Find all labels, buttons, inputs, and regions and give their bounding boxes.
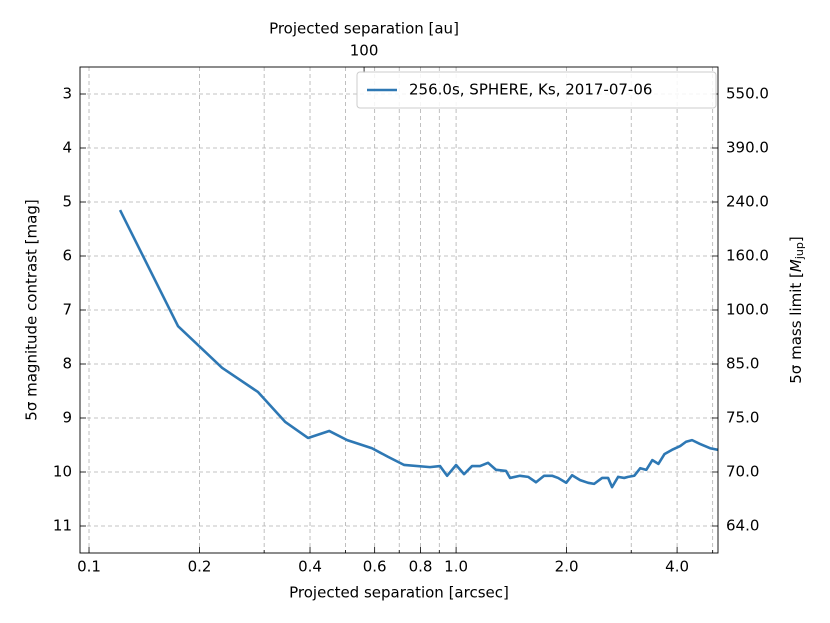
right-axis-label: 5σ mass limit [Mjup] [787, 236, 807, 383]
right-tick-label: 100.0 [726, 301, 769, 319]
right-tick-label: 160.0 [726, 247, 769, 265]
right-tick-label: 70.0 [726, 463, 759, 481]
x-tick-label: 0.1 [77, 558, 101, 576]
right-tick-label: 85.0 [726, 355, 759, 373]
x-axis-label: Projected separation [arcsec] [289, 584, 509, 602]
y-tick-label: 8 [62, 355, 72, 373]
x-tick-label: 0.6 [363, 558, 387, 576]
right-tick-label: 240.0 [726, 193, 769, 211]
top-axis-label: Projected separation [au] [269, 20, 459, 38]
y-tick-label: 11 [53, 517, 72, 535]
right-tick-label: 550.0 [726, 85, 769, 103]
y-tick-label: 10 [53, 463, 72, 481]
x-tick-label: 4.0 [665, 558, 689, 576]
y-tick-label: 4 [62, 139, 72, 157]
right-tick-label: 75.0 [726, 409, 759, 427]
x-tick-label: 0.4 [298, 558, 322, 576]
y-tick-label: 6 [62, 247, 72, 265]
y-tick-label: 3 [62, 85, 72, 103]
x-tick-label: 0.2 [188, 558, 212, 576]
y-tick-label: 7 [62, 301, 72, 319]
y-axis-label: 5σ magnitude contrast [mag] [23, 199, 41, 420]
x-tick-label: 2.0 [555, 558, 579, 576]
right-tick-label: 64.0 [726, 517, 759, 535]
legend-box [356, 71, 717, 109]
plot-frame [79, 66, 719, 554]
x-tick-label: 1.0 [444, 558, 468, 576]
label-symbol: M [787, 259, 805, 272]
right-tick-label: 390.0 [726, 139, 769, 157]
legend-label: 256.0s, SPHERE, Ks, 2017-07-06 [409, 81, 652, 99]
label-text: 5σ mass limit [ [787, 272, 805, 384]
label-text: ] [787, 236, 805, 242]
label-subscript: jup [793, 242, 806, 260]
x-tick-label: 0.8 [409, 558, 433, 576]
y-tick-label: 9 [62, 409, 72, 427]
y-tick-label: 5 [62, 193, 72, 211]
top-tick-label: 100 [350, 42, 379, 60]
data-line [118, 209, 718, 489]
